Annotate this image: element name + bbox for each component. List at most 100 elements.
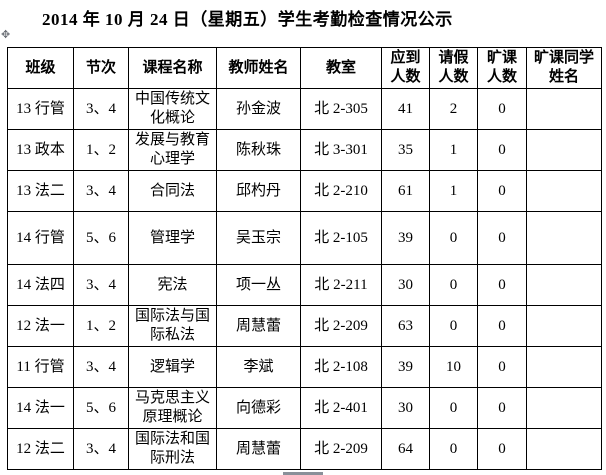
table-body: 13 行管 3、4 中国传统文化概论 孙金波北 2-305 41 2 0 13 政本 1、2 发展… xyxy=(7,88,602,470)
cell: 0 xyxy=(477,264,527,306)
cell: 1、2 xyxy=(73,129,129,171)
cell: 北 3-301 xyxy=(300,129,382,171)
cell: 0 xyxy=(477,129,527,171)
page-title: 2014 年 10 月 24 日（星期五）学生考勤检查情况公示 xyxy=(42,10,453,29)
cell: 合同法 xyxy=(128,170,217,212)
cell: 北 2-210 xyxy=(300,170,382,212)
cell: 北 2-209 xyxy=(300,305,382,347)
cell: 3、4 xyxy=(73,346,129,388)
cell: 39 xyxy=(381,346,430,388)
cell: 邱杓丹 xyxy=(216,170,301,212)
cell: 14 行管 xyxy=(7,211,74,265)
cell: 北 2-105 xyxy=(300,211,382,265)
cell xyxy=(526,264,602,306)
cell: 项一丛 xyxy=(216,264,301,306)
cell: 39 xyxy=(381,211,430,265)
cell: 64 xyxy=(381,428,430,470)
cell: 逻辑学 xyxy=(128,346,217,388)
cell: 1 xyxy=(429,170,478,212)
cell: 北 2-211 xyxy=(300,264,382,306)
header-row: 班级 节次 课程名称 教师姓名 教室 应到 人数 请假 人数 旷课 人数 旷课同学 姓名 xyxy=(7,47,602,89)
cell: 0 xyxy=(429,428,478,470)
cell: 0 xyxy=(429,387,478,429)
cell: 13 法二 xyxy=(7,170,74,212)
cell: 周慧蕾 xyxy=(216,305,301,347)
cell: 0 xyxy=(429,211,478,265)
column-header: 旷课 人数 xyxy=(477,47,527,89)
cell: 管理学 xyxy=(128,211,217,265)
cell: 0 xyxy=(477,170,527,212)
column-header: 班级 xyxy=(7,47,74,89)
cell: 11 行管 xyxy=(7,346,74,388)
cell: 发展与教育心理学 xyxy=(128,129,217,171)
cell: 61 xyxy=(381,170,430,212)
cell xyxy=(526,88,602,130)
table-row: 12 法一 1、2 国际法与国际私法 周慧蕾北 2-209 63 0 0 xyxy=(7,305,602,347)
cell: 周慧蕾 xyxy=(216,428,301,470)
cell xyxy=(526,129,602,171)
cell: 63 xyxy=(381,305,430,347)
cell: 0 xyxy=(477,428,527,470)
cell: 3、4 xyxy=(73,88,129,130)
cell: 3、4 xyxy=(73,264,129,306)
cell xyxy=(526,211,602,265)
cell: 中国传统文化概论 xyxy=(128,88,217,130)
table-row: 14 法四 3、4 宪法 项一丛北 2-211 30 0 0 xyxy=(7,264,602,306)
cell xyxy=(526,346,602,388)
column-header: 旷课同学 姓名 xyxy=(526,47,602,89)
cell: 5、6 xyxy=(73,211,129,265)
table-row: 14 法一 5、6 马克思主义原理概论 向德彩北 2-401 30 0 0 xyxy=(7,387,602,429)
cell: 0 xyxy=(477,88,527,130)
cell: 30 xyxy=(381,264,430,306)
cell: 10 xyxy=(429,346,478,388)
column-header: 节次 xyxy=(73,47,129,89)
horizontal-scrollbar-thumb[interactable] xyxy=(283,472,323,475)
table-row: 11 行管 3、4 逻辑学 李斌北 2-108 39 10 0 xyxy=(7,346,602,388)
cell: 1、2 xyxy=(73,305,129,347)
cell: 14 法一 xyxy=(7,387,74,429)
cell: 3、4 xyxy=(73,428,129,470)
cell: 北 2-108 xyxy=(300,346,382,388)
cell: 马克思主义原理概论 xyxy=(128,387,217,429)
column-header: 教室 xyxy=(300,47,382,89)
cell: 北 2-209 xyxy=(300,428,382,470)
table-row: 13 政本 1、2 发展与教育心理学 陈秋珠北 3-301 35 1 0 xyxy=(7,129,602,171)
table-row: 14 行管 5、6 管理学 吴玉宗北 2-105 39 0 0 xyxy=(7,211,602,265)
cell: 14 法四 xyxy=(7,264,74,306)
column-header: 应到 人数 xyxy=(381,47,430,89)
table-row: 12 法二 3、4 国际法和国际刑法 周慧蕾北 2-209 64 0 0 xyxy=(7,428,602,470)
column-header: 课程名称 xyxy=(128,47,217,89)
cell: 0 xyxy=(477,346,527,388)
cell: 向德彩 xyxy=(216,387,301,429)
cell: 吴玉宗 xyxy=(216,211,301,265)
cell: 陈秋珠 xyxy=(216,129,301,171)
cell: 13 行管 xyxy=(7,88,74,130)
cell: 0 xyxy=(429,305,478,347)
cell: 北 2-401 xyxy=(300,387,382,429)
cell xyxy=(526,387,602,429)
cell: 0 xyxy=(477,305,527,347)
cell xyxy=(526,428,602,470)
cell: 3、4 xyxy=(73,170,129,212)
table-move-handle-icon[interactable]: ✥ xyxy=(1,29,11,41)
table-row: 13 法二 3、4 合同法 邱杓丹北 2-210 61 1 0 xyxy=(7,170,602,212)
cell: 孙金波 xyxy=(216,88,301,130)
cell: 5、6 xyxy=(73,387,129,429)
cell: 李斌 xyxy=(216,346,301,388)
cell: 0 xyxy=(429,264,478,306)
column-header: 请假 人数 xyxy=(429,47,478,89)
cell: 北 2-305 xyxy=(300,88,382,130)
column-header: 教师姓名 xyxy=(216,47,301,89)
cell: 30 xyxy=(381,387,430,429)
table-row: 13 行管 3、4 中国传统文化概论 孙金波北 2-305 41 2 0 xyxy=(7,88,602,130)
cell: 12 法二 xyxy=(7,428,74,470)
cell: 41 xyxy=(381,88,430,130)
cell: 1 xyxy=(429,129,478,171)
cell: 35 xyxy=(381,129,430,171)
cell xyxy=(526,305,602,347)
cell xyxy=(526,170,602,212)
cell: 宪法 xyxy=(128,264,217,306)
cell: 0 xyxy=(477,387,527,429)
cell: 0 xyxy=(477,211,527,265)
